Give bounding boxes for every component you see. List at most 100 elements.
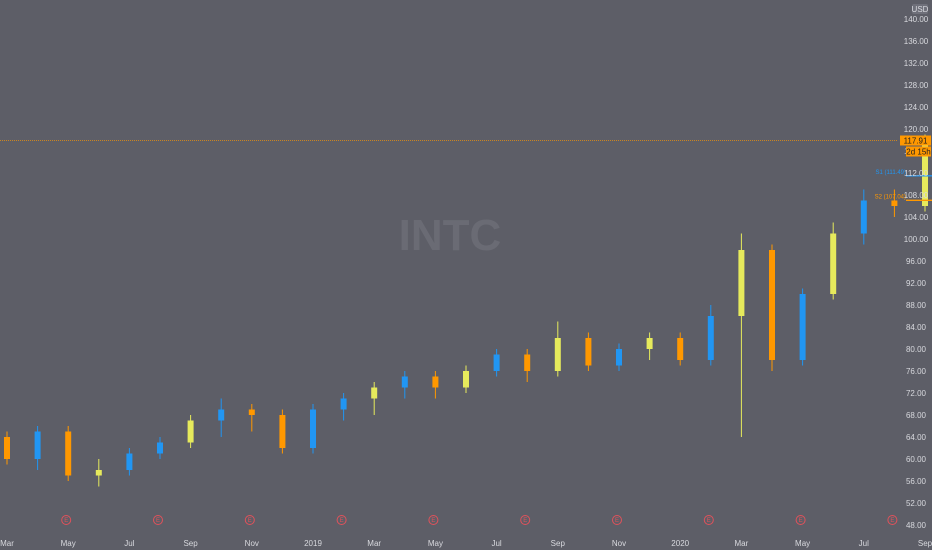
candle-body	[799, 294, 806, 360]
x-tick-label: Sep	[551, 539, 566, 548]
earnings-marker-label: E	[523, 518, 527, 524]
earnings-marker	[795, 515, 806, 525]
x-tick-label: Sep	[918, 539, 932, 548]
x-tick-label: Jul	[859, 539, 869, 548]
candle-body	[616, 349, 622, 366]
y-tick-label: 124.00	[904, 103, 929, 112]
earnings-marker-label: E	[890, 518, 894, 524]
earnings-marker-label: E	[156, 518, 160, 524]
support-levels-layer: S1 (111.49) S2 (107.04)	[875, 170, 932, 201]
candle-body	[585, 338, 592, 366]
earnings-marker-label: E	[248, 518, 252, 524]
y-axis[interactable]: 48.00 52.00 56.00 60.00 64.00 68.00 72.00 76.00…	[904, 15, 929, 530]
x-tick-label: Jul	[491, 539, 501, 548]
candles-layer	[4, 134, 928, 487]
y-tick-label: 108.00	[904, 191, 929, 200]
candle-body	[310, 409, 316, 448]
candle-body	[769, 250, 775, 360]
earnings-marker	[887, 515, 898, 525]
x-tick-label: Jul	[124, 539, 134, 548]
last-price-tag	[900, 135, 931, 146]
earnings-marker	[244, 515, 255, 525]
candle-body	[677, 338, 684, 360]
x-tick-label: Sep	[183, 539, 198, 548]
earnings-marker	[520, 515, 531, 525]
y-tick-label: 100.00	[904, 235, 929, 244]
candle-body	[432, 376, 439, 388]
y-tick-label: 104.00	[904, 213, 929, 222]
earnings-marker	[703, 515, 714, 525]
y-tick-label: 68.00	[906, 411, 927, 420]
y-tick-label: 92.00	[906, 279, 927, 288]
candle-body	[218, 409, 225, 421]
earnings-marker	[153, 515, 163, 525]
candle-body	[65, 431, 72, 476]
candle-body	[34, 431, 41, 459]
candle-body	[187, 420, 194, 443]
last-price-tag-text: 117.91	[904, 136, 928, 145]
y-tick-label: 128.00	[904, 81, 929, 90]
candle-body	[95, 470, 102, 476]
currency-label: USD	[912, 5, 929, 14]
earnings-marker	[612, 515, 622, 525]
y-tick-label: 88.00	[906, 301, 927, 310]
earnings-marker-label: E	[431, 518, 435, 524]
y-tick-label: 52.00	[906, 499, 927, 508]
candle-body	[371, 387, 378, 399]
countdown-tag	[906, 146, 931, 157]
currency-button[interactable]: USD	[912, 4, 929, 14]
x-tick-label: May	[428, 539, 443, 548]
x-tick-label: Mar	[735, 539, 749, 548]
candle-body	[157, 442, 163, 454]
x-axis[interactable]: Mar May Jul Sep Nov 2019 Mar May Jul Sep Nov 2020 Ma…	[0, 539, 932, 548]
support-label-1: S1 (111.49)	[876, 170, 906, 176]
earnings-markers-layer: EEEEEEEEEEEEE	[61, 515, 898, 525]
candle-body	[401, 376, 408, 388]
candle-body	[738, 250, 745, 316]
earnings-marker	[428, 515, 439, 525]
candle-body	[4, 437, 10, 459]
countdown-tag-text: 2d 15h	[906, 147, 930, 156]
y-tick-label: 136.00	[904, 37, 929, 46]
earnings-marker	[336, 515, 347, 525]
y-tick-label: 64.00	[906, 433, 927, 442]
x-tick-label: 2019	[304, 539, 322, 548]
y-tick-label: 140.00	[904, 15, 929, 24]
price-tags: 117.91 2d 15h	[900, 135, 931, 157]
support-label-2: S2 (107.04)	[875, 194, 906, 200]
y-tick-label: 132.00	[904, 59, 929, 68]
x-tick-label: 2020	[671, 539, 689, 548]
watermark: INTC	[399, 211, 502, 260]
x-tick-label: May	[61, 539, 76, 548]
candle-body	[891, 200, 898, 206]
candle-body	[707, 316, 714, 360]
candle-body	[126, 453, 133, 470]
candle-body	[248, 409, 255, 415]
y-tick-label: 84.00	[906, 323, 927, 332]
candle-body	[463, 371, 469, 388]
x-tick-label: Mar	[367, 539, 381, 548]
earnings-marker-label: E	[615, 518, 619, 524]
x-tick-label: Nov	[245, 539, 259, 548]
candle-body	[860, 200, 867, 234]
candle-body	[554, 338, 561, 371]
y-tick-label: 112.00	[904, 169, 928, 178]
earnings-marker-label: E	[340, 518, 344, 524]
candle-body	[493, 354, 500, 371]
candle-body	[830, 233, 837, 294]
candle-body	[524, 354, 531, 371]
candle-body	[646, 338, 653, 349]
y-tick-label: 56.00	[906, 477, 927, 486]
earnings-marker-label: E	[707, 518, 711, 524]
y-tick-label: 60.00	[906, 455, 927, 464]
y-tick-label: 48.00	[906, 521, 927, 530]
earnings-marker-label: E	[799, 518, 803, 524]
earnings-marker	[61, 515, 72, 525]
candle-body	[340, 398, 347, 410]
candle-body	[279, 415, 286, 448]
x-tick-label: Nov	[612, 539, 626, 548]
x-tick-label: Mar	[0, 539, 14, 548]
y-tick-label: 120.00	[904, 125, 929, 134]
x-tick-label: May	[795, 539, 810, 548]
